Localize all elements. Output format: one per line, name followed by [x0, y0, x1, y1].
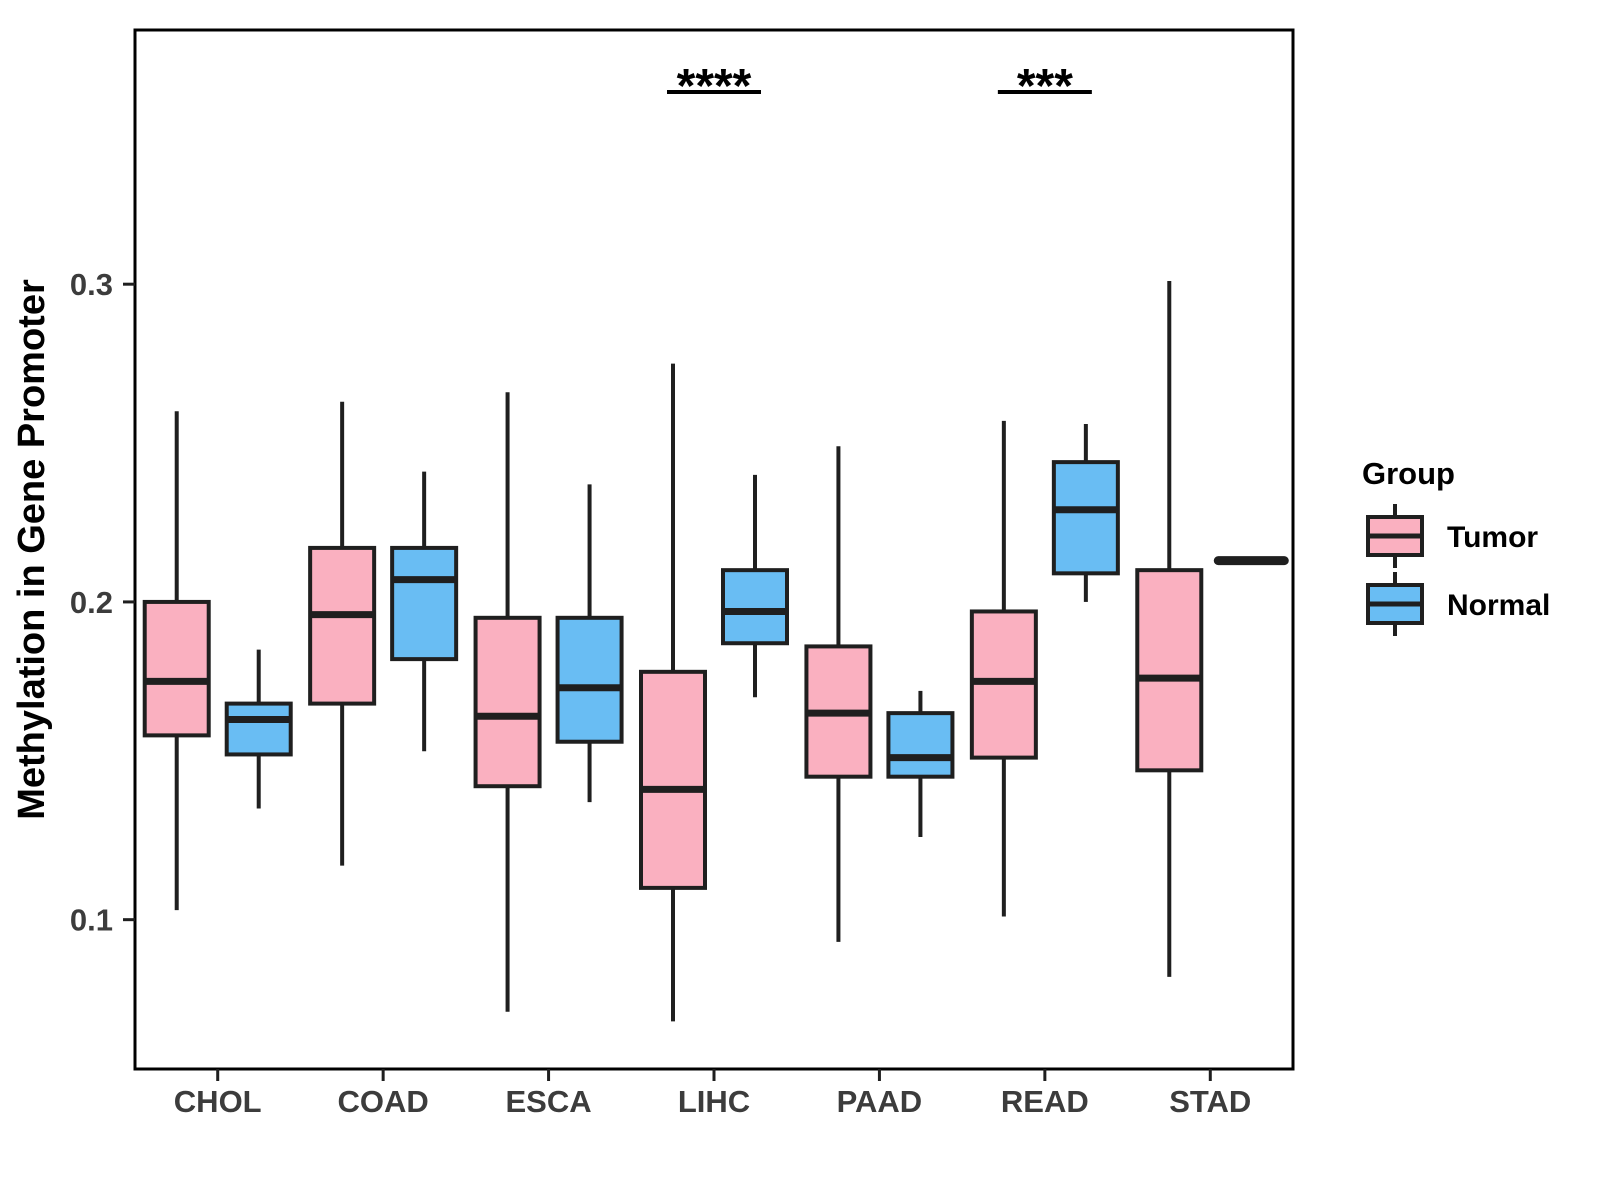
- iqr-box: [1135, 568, 1204, 773]
- x-tick-label: STAD: [1169, 1084, 1251, 1119]
- boxplot-coad-tumor: [308, 401, 377, 866]
- y-tick-label: 0.3: [70, 267, 113, 302]
- boxplot-esca-normal: [555, 484, 624, 803]
- x-tick-label: LIHC: [678, 1084, 750, 1119]
- x-tick-label: READ: [1001, 1084, 1089, 1119]
- iqr-box: [639, 669, 707, 890]
- significance-stars-lihc: ****: [677, 60, 752, 113]
- boxplot-stad-tumor: [1135, 281, 1204, 977]
- x-tick-label: PAAD: [837, 1084, 923, 1119]
- iqr-box: [886, 711, 955, 779]
- legend-item-normal: Normal: [1366, 572, 1550, 636]
- iqr-box: [721, 568, 789, 646]
- iqr-box: [1051, 460, 1120, 576]
- legend-label-tumor: Tumor: [1447, 521, 1538, 554]
- x-tick-label: CHOL: [174, 1084, 262, 1119]
- boxplot-lihc-normal: [721, 474, 789, 698]
- iqr-box: [142, 599, 211, 738]
- y-tick-label: 0.2: [70, 585, 113, 620]
- legend-key-tumor: [1366, 504, 1424, 568]
- x-tick-label: ESCA: [506, 1084, 592, 1119]
- legend-title: Group: [1362, 456, 1455, 491]
- y-axis-title: Methylation in Gene Promoter: [11, 279, 53, 820]
- boxplot-coad-normal: [390, 471, 459, 752]
- legend-label-normal: Normal: [1447, 589, 1550, 622]
- legend: Group Tumor Normal: [1362, 456, 1550, 636]
- significance-stars-read: ***: [1017, 60, 1073, 113]
- legend-item-tumor: Tumor: [1366, 504, 1538, 568]
- boxplot-read-normal: [1051, 423, 1120, 602]
- iqr-box: [308, 545, 377, 706]
- boxplot-chol-normal: [224, 649, 293, 809]
- iqr-box: [224, 701, 293, 757]
- boxplot-paad-normal: [886, 690, 955, 838]
- iqr-box: [390, 545, 459, 662]
- iqr-box: [555, 615, 624, 744]
- y-tick-label: 0.1: [70, 903, 113, 938]
- boxplot-chol-tumor: [142, 411, 211, 911]
- boxplot-lihc-tumor: [639, 363, 707, 1022]
- iqr-box: [473, 615, 542, 789]
- legend-key-normal: [1366, 572, 1424, 636]
- x-tick-label: COAD: [338, 1084, 429, 1119]
- boxplot-esca-tumor: [473, 392, 542, 1012]
- boxplot-paad-tumor: [804, 446, 873, 942]
- boxplot-read-tumor: [969, 420, 1038, 917]
